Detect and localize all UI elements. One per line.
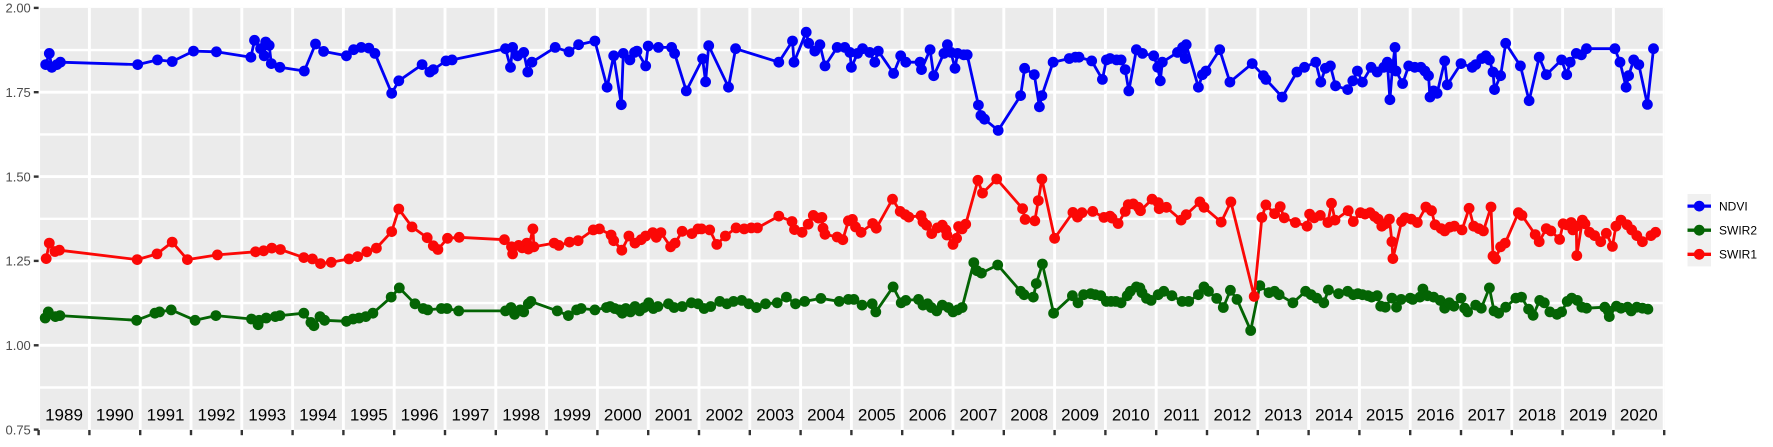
svg-text:1992: 1992	[197, 406, 235, 425]
svg-text:1995: 1995	[350, 406, 388, 425]
svg-text:1.75: 1.75	[5, 85, 30, 100]
svg-text:2016: 2016	[1417, 406, 1455, 425]
svg-text:2013: 2013	[1264, 406, 1302, 425]
svg-text:2010: 2010	[1112, 406, 1150, 425]
svg-text:1.00: 1.00	[5, 338, 30, 353]
svg-text:2015: 2015	[1366, 406, 1404, 425]
svg-text:2009: 2009	[1061, 406, 1099, 425]
svg-text:2004: 2004	[807, 406, 845, 425]
svg-text:1999: 1999	[553, 406, 591, 425]
svg-text:1990: 1990	[96, 406, 134, 425]
svg-text:2011: 2011	[1163, 406, 1200, 425]
svg-text:2012: 2012	[1213, 406, 1251, 425]
svg-text:2000: 2000	[604, 406, 642, 425]
svg-text:2002: 2002	[705, 406, 743, 425]
svg-text:1991: 1991	[147, 406, 185, 425]
svg-text:2014: 2014	[1315, 406, 1353, 425]
svg-text:SWIR1: SWIR1	[1719, 248, 1757, 262]
svg-text:1993: 1993	[248, 406, 286, 425]
svg-text:NDVI: NDVI	[1719, 199, 1748, 213]
svg-text:2008: 2008	[1010, 406, 1048, 425]
svg-text:1998: 1998	[502, 406, 540, 425]
svg-text:2017: 2017	[1467, 406, 1505, 425]
svg-text:2020: 2020	[1620, 406, 1658, 425]
svg-text:2018: 2018	[1518, 406, 1556, 425]
svg-text:SWIR2: SWIR2	[1719, 223, 1757, 237]
svg-text:2003: 2003	[756, 406, 794, 425]
svg-text:1994: 1994	[299, 406, 337, 425]
svg-text:1.50: 1.50	[5, 169, 30, 184]
svg-text:1989: 1989	[45, 406, 83, 425]
svg-text:2.00: 2.00	[5, 1, 30, 16]
svg-text:0.75: 0.75	[5, 422, 30, 437]
svg-text:2006: 2006	[909, 406, 947, 425]
svg-text:1997: 1997	[451, 406, 489, 425]
svg-text:2001: 2001	[655, 406, 693, 425]
svg-text:2007: 2007	[959, 406, 997, 425]
svg-text:2005: 2005	[858, 406, 896, 425]
svg-text:1.25: 1.25	[5, 254, 30, 269]
svg-text:1996: 1996	[401, 406, 439, 425]
svg-text:2019: 2019	[1569, 406, 1607, 425]
